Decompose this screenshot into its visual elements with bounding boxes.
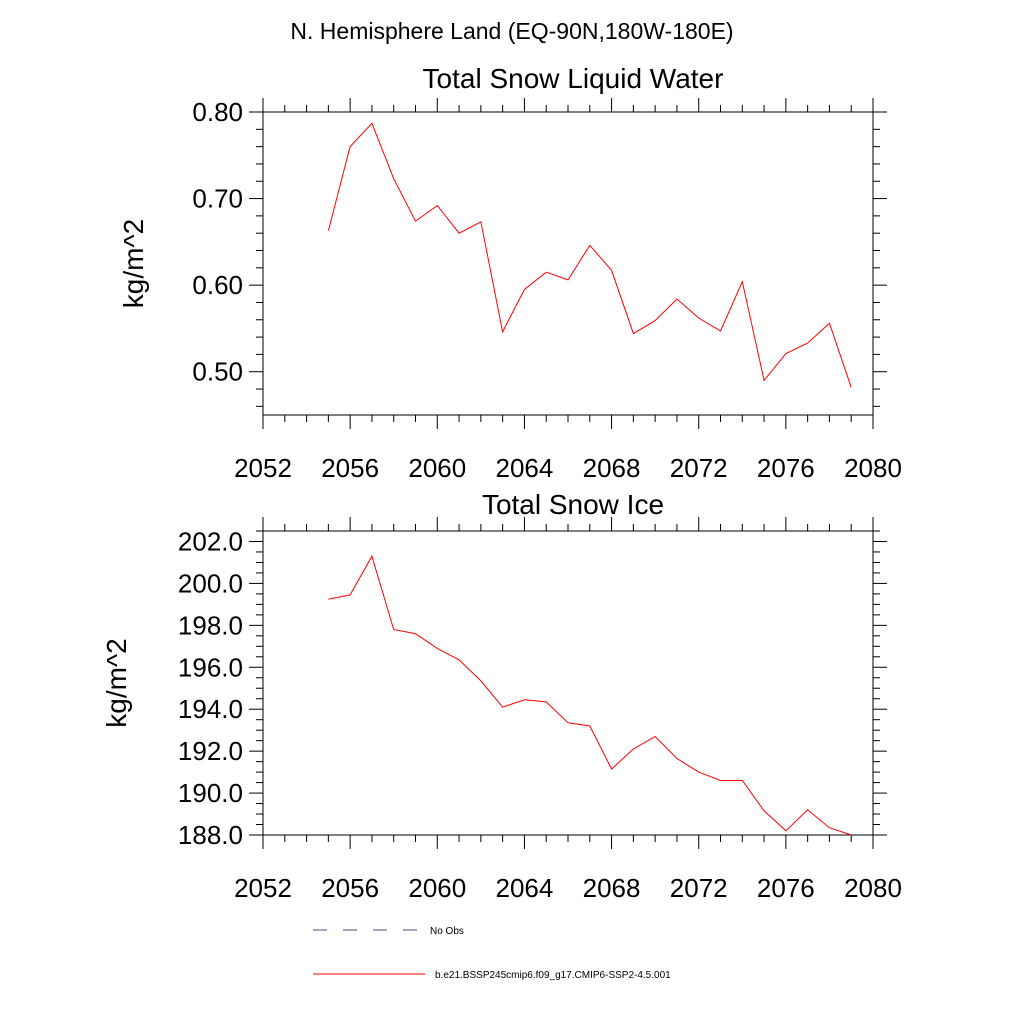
y-tick-label: 198.0 (178, 610, 243, 640)
chart-title: Total Snow Ice (482, 489, 664, 520)
y-tick-label: 196.0 (178, 652, 243, 682)
y-tick-label: 0.60 (192, 270, 243, 300)
x-tick-label: 2052 (234, 453, 292, 483)
plot-frame (262, 530, 874, 836)
x-tick-label: 2056 (321, 453, 379, 483)
y-tick-label: 192.0 (178, 736, 243, 766)
y-tick-label: 0.70 (192, 184, 243, 214)
legend-label: b.e21.BSSP245cmip6.f09_g17.CMIP6-SSP2-4.… (435, 970, 671, 981)
y-tick-label: 190.0 (178, 778, 243, 808)
x-tick-label: 2052 (234, 873, 292, 903)
y-tick-label: 0.50 (192, 357, 243, 387)
x-tick-label: 2076 (757, 873, 815, 903)
x-tick-label: 2068 (583, 453, 641, 483)
x-tick-label: 2072 (670, 873, 728, 903)
legend-label: No Obs (430, 926, 464, 937)
y-tick-label: 202.0 (178, 526, 243, 556)
x-tick-label: 2080 (844, 873, 902, 903)
y-tick-label: 0.80 (192, 97, 243, 127)
x-tick-label: 2056 (321, 873, 379, 903)
chart-2: Total Snow Ice kg/m^2 2052 2056 2060 2064 2068… (101, 489, 902, 903)
x-tick-label: 2060 (408, 453, 466, 483)
figure-title: N. Hemisphere Land (EQ-90N,180W-180E) (290, 18, 734, 44)
x-tick-label: 2068 (583, 873, 641, 903)
chart-title: Total Snow Liquid Water (423, 63, 724, 94)
series-line (327, 122, 852, 388)
y-axis-label: kg/m^2 (101, 638, 132, 727)
y-axis-label: kg/m^2 (118, 219, 149, 308)
y-tick-label: 200.0 (178, 568, 243, 598)
y-tick-label: 188.0 (178, 820, 243, 850)
plot-frame (262, 111, 874, 416)
x-tick-label: 2072 (670, 453, 728, 483)
x-tick-label: 2076 (757, 453, 815, 483)
legend: No Obs b.e21.BSSP245cmip6.f09_g17.CMIP6-S… (313, 926, 671, 981)
x-tick-label: 2064 (496, 453, 554, 483)
x-tick-label: 2080 (844, 453, 902, 483)
series-line (328, 554, 852, 836)
x-tick-label: 2060 (408, 873, 466, 903)
x-tick-label: 2064 (496, 873, 554, 903)
y-tick-label: 194.0 (178, 694, 243, 724)
chart-1: Total Snow Liquid Water kg/m^2 2052 2056 206… (118, 63, 902, 483)
